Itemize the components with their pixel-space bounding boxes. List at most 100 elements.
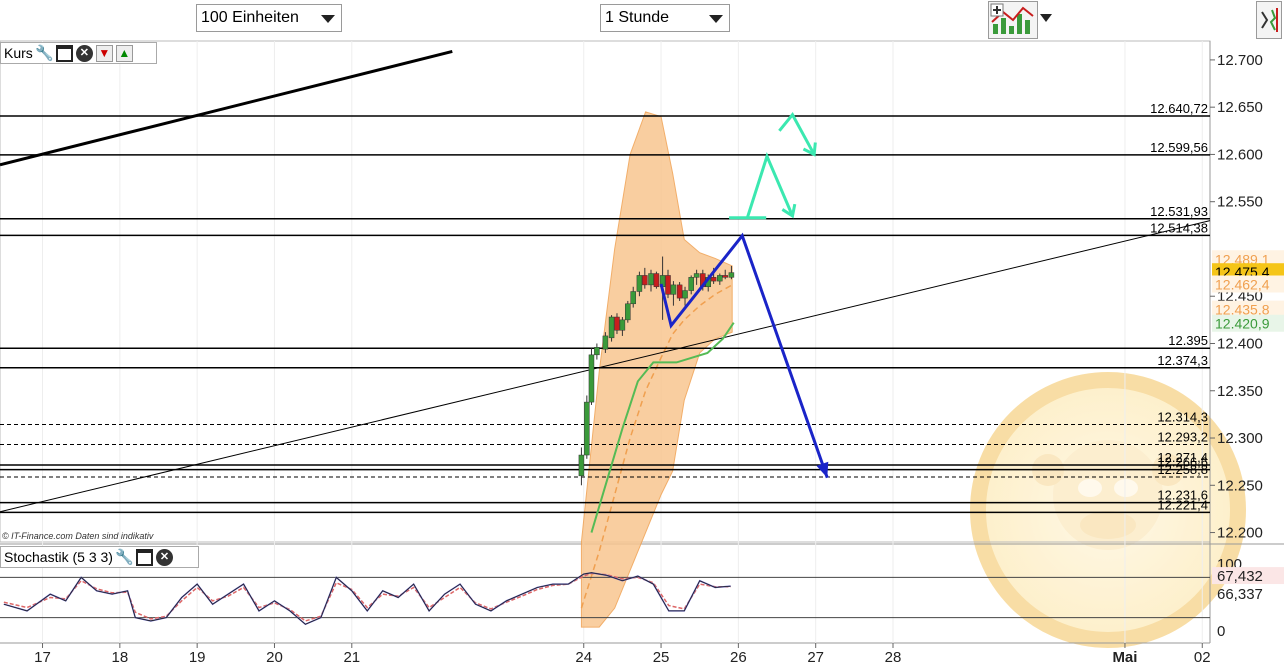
candle [722,275,728,278]
bollinger-area [580,111,733,628]
candle [670,284,677,295]
move-down-icon[interactable]: ▼ [95,44,113,62]
stochastic-value-bg [1212,567,1284,585]
stochastic-tick-label: 67,432 [1217,568,1263,585]
interval-select-value: 1 Stunde [605,9,670,26]
moving-average [590,322,735,533]
level-label: 12.271,4 [1157,450,1208,465]
candle [665,275,671,295]
y-tick-label: 12.650 [1217,99,1263,116]
level-label: 12.314,3 [1157,410,1208,425]
scenario-mint-path [778,112,816,156]
close-icon[interactable]: ✕ [75,44,93,62]
x-tick-label: 18 [111,649,128,666]
x-tick-label: 24 [575,649,592,666]
level-label: 12.395 [1168,333,1208,348]
candle [588,354,595,403]
candle [578,454,585,477]
level-label: 12.221,4 [1157,497,1208,512]
candle [717,275,723,282]
y-tick-label: 12.350 [1217,383,1263,400]
x-tick-label: 25 [653,649,670,666]
price-label: 12.462,4 [1215,277,1270,293]
stochastic-k-outline [3,572,731,625]
candle [710,277,717,282]
candle [625,303,631,321]
stochastic-panel-title: Stochastik (5 3 3) [4,549,113,565]
price-label-bg [1212,300,1284,318]
wrench-icon[interactable]: 🔧 [115,548,134,566]
y-tick-label: 12.250 [1217,477,1263,494]
stochastic-tick-label: 0 [1217,623,1225,640]
candle [676,284,683,299]
scroll-icon [1261,8,1278,32]
level-label: 12.258,8 [1157,462,1208,477]
scenario-mint-arrowhead [781,203,797,219]
x-tick-label: Mai [1112,649,1137,666]
level-label: 12.640,72 [1150,101,1208,116]
candle [693,273,700,278]
toolbar: 100 Einheiten 1 Stunde [0,0,1284,41]
candle [653,273,660,288]
y-tick-label: 12.300 [1217,430,1263,447]
x-tick-label: 20 [266,649,283,666]
candle [619,319,626,331]
window-icon[interactable] [55,44,73,62]
level-label: 12.599,56 [1150,140,1208,155]
candle [608,316,615,339]
candle [648,273,654,286]
scroll-right-button[interactable] [1256,1,1282,39]
x-tick-label: 28 [885,649,902,666]
candlesticks [578,256,735,486]
stochastic-tick-label: 66,337 [1217,586,1263,603]
copyright-note: © IT-Finance.com Daten sind indikativ [2,531,154,541]
level-label: 12.231,6 [1157,488,1208,503]
x-tick-label: 19 [189,649,206,666]
window-icon[interactable] [135,548,153,566]
interval-select[interactable]: 1 Stunde [600,4,730,32]
price-label-bg [1212,275,1284,293]
scenario-blue-arrowhead [816,461,829,478]
candle [614,316,620,331]
axes: 12.70012.65012.60012.55012.45012.40012.3… [34,52,1284,666]
x-tick-label: 02 [1194,649,1211,666]
horizontal-levels: 12.640,7212.599,5612.531,9312.514,3812.3… [0,101,1210,514]
add-indicator-button[interactable] [988,1,1038,39]
scenario-arrows [659,112,829,479]
candle [594,347,600,356]
level-label: 12.293,2 [1157,429,1208,444]
price-label: 12.420,9 [1215,316,1270,332]
bollinger-bands [580,111,733,628]
level-label: 12.531,93 [1150,204,1208,219]
candle [584,401,590,456]
chevron-down-icon [709,15,723,23]
wrench-icon[interactable]: 🔧 [34,44,54,62]
trendline [0,49,453,167]
units-select[interactable]: 100 Einheiten [196,4,342,32]
close-icon[interactable]: ✕ [155,548,173,566]
price-label-bg [1212,250,1284,268]
bollinger-middle-line [580,284,733,609]
x-tick-label: 21 [343,649,360,666]
y-tick-label: 12.700 [1217,52,1263,69]
y-tick-label: 12.200 [1217,525,1263,542]
price-panel-header: Kurs 🔧 ✕ ▼ ▲ [0,42,157,64]
y-tick-label: 12.400 [1217,335,1263,352]
candle [688,277,694,291]
candle [682,290,688,299]
move-up-icon[interactable]: ▲ [115,44,133,62]
trendlines [0,49,1211,513]
price-label-bg [1212,314,1284,332]
y-tick-label: 12.550 [1217,194,1263,211]
chevron-down-icon[interactable] [1040,14,1052,22]
price-panel-title: Kurs [4,45,33,61]
units-select-value: 100 Einheiten [201,9,299,26]
scenario-mint-path [746,152,794,218]
stochastic-panel-header: Stochastik (5 3 3) 🔧 ✕ [0,546,199,568]
candle [636,275,643,292]
logo-watermark [970,372,1246,648]
candle [728,272,735,278]
x-tick-label: 17 [34,649,51,666]
